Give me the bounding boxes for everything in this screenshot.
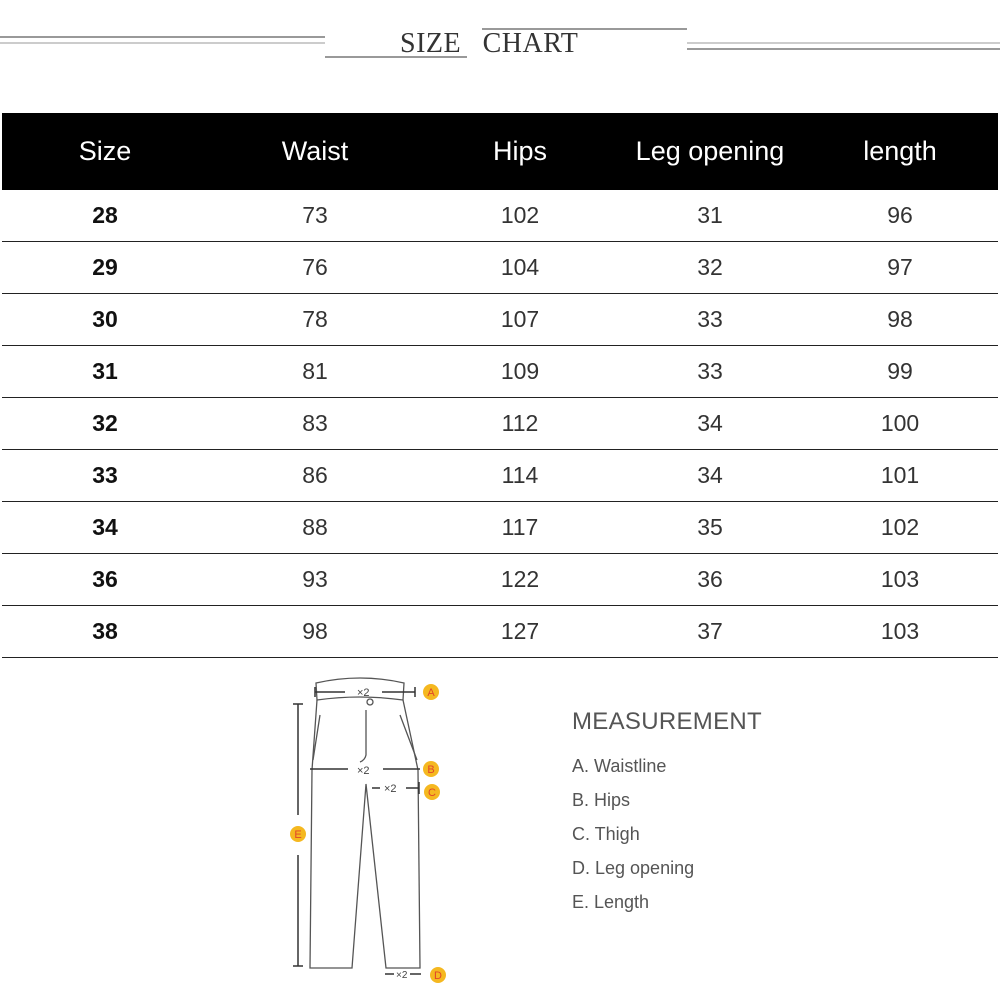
table-cell: 86	[208, 449, 422, 502]
table-cell: 107	[422, 293, 618, 346]
badge-d	[430, 967, 446, 983]
title-line-right-2	[687, 48, 1000, 50]
table-cell: 83	[208, 397, 422, 450]
table-cell: 34	[618, 397, 802, 450]
title-line-right	[687, 42, 1000, 44]
table-cell: 93	[208, 553, 422, 606]
table-cell: 117	[422, 501, 618, 554]
badge-label: C	[428, 787, 436, 799]
table-cell: 98	[802, 293, 998, 346]
table-cell: 102	[802, 501, 998, 554]
mult-b: ×2	[357, 765, 370, 777]
badge-label: A	[427, 687, 435, 699]
table-row: 28 73 102 31 96	[2, 190, 998, 242]
table-row: 29 76 104 32 97	[2, 241, 998, 294]
column-header: Size	[2, 113, 208, 190]
badge-label: E	[294, 829, 301, 841]
title-line-left	[0, 36, 325, 38]
table-row: 34 88 117 35 102	[2, 501, 998, 554]
table-cell: 103	[802, 553, 998, 606]
table-row: 36 93 122 36 103	[2, 553, 998, 606]
measurement-item: A. Waistline	[572, 756, 667, 776]
title-line-left-2	[0, 42, 325, 44]
column-header: Waist	[208, 113, 422, 190]
table-cell: 36	[618, 553, 802, 606]
table-cell: 31	[2, 345, 208, 398]
table-cell: 98	[208, 605, 422, 658]
table-cell: 97	[802, 241, 998, 294]
table-cell: 104	[422, 241, 618, 294]
table-row: 31 81 109 33 99	[2, 345, 998, 398]
title-line-over	[482, 28, 687, 30]
mult-c: ×2	[384, 783, 397, 795]
column-header: Leg opening	[618, 113, 802, 190]
table-cell: 99	[802, 345, 998, 398]
measurement-legend: MEASUREMENT A. Waistline B. Hips C. Thigh D…	[572, 708, 762, 926]
table-cell: 76	[208, 241, 422, 294]
table-cell: 37	[618, 605, 802, 658]
table-cell: 109	[422, 345, 618, 398]
measurement-item: C. Thigh	[572, 824, 640, 844]
table-cell: 32	[2, 397, 208, 450]
mult-d: ×2	[396, 970, 408, 981]
badge-c	[424, 784, 440, 800]
measurement-item: D. Leg opening	[572, 858, 695, 878]
badge-e	[290, 826, 306, 842]
table-cell: 96	[802, 190, 998, 242]
measurement-item: E. Length	[572, 892, 650, 912]
measurement-title: MEASUREMENT	[572, 708, 762, 735]
table-cell: 127	[422, 605, 618, 658]
table-cell: 29	[2, 241, 208, 294]
table-row: 32 83 112 34 100	[2, 397, 998, 450]
table-cell: 34	[618, 449, 802, 502]
table-cell: 88	[208, 501, 422, 554]
table-cell: 112	[422, 397, 618, 450]
table-cell: 33	[618, 293, 802, 346]
table-cell: 101	[802, 449, 998, 502]
table-header: Size Waist Hips Leg opening length	[2, 113, 998, 190]
table-cell: 102	[422, 190, 618, 242]
badge-b	[423, 761, 439, 777]
measurement-item: B. Hips	[572, 790, 631, 810]
table-cell: 122	[422, 553, 618, 606]
table-cell: 103	[802, 605, 998, 658]
table-cell: 36	[2, 553, 208, 606]
column-header: Hips	[422, 113, 618, 190]
table-cell: 38	[2, 605, 208, 658]
title-line-under	[325, 56, 467, 58]
table-cell: 33	[2, 449, 208, 502]
table-cell: 100	[802, 397, 998, 450]
table-row: 38 98 127 37 103	[2, 605, 998, 658]
size-table: Size Waist Hips Leg opening length 28 73 102 31…	[2, 113, 998, 658]
table-cell: 81	[208, 345, 422, 398]
table-cell: 31	[618, 190, 802, 242]
column-header: length	[802, 113, 998, 190]
table-cell: 35	[618, 501, 802, 554]
table-cell: 73	[208, 190, 422, 242]
table-cell: 33	[618, 345, 802, 398]
table-row: 30 78 107 33 98	[2, 293, 998, 346]
pants-diagram: ×2 ×2 ×2 ×2 A BC D E	[290, 677, 446, 983]
badge-label: B	[427, 764, 434, 776]
table-cell: 34	[2, 501, 208, 554]
page-title: SIZE CHART	[400, 28, 579, 59]
badge-a	[423, 684, 439, 700]
table-cell: 30	[2, 293, 208, 346]
table-cell: 114	[422, 449, 618, 502]
table-cell: 32	[618, 241, 802, 294]
table-cell: 78	[208, 293, 422, 346]
table-row: 33 86 114 34 101	[2, 449, 998, 502]
badge-label: D	[434, 970, 442, 982]
table-cell: 28	[2, 190, 208, 242]
mult-a: ×2	[357, 687, 370, 699]
